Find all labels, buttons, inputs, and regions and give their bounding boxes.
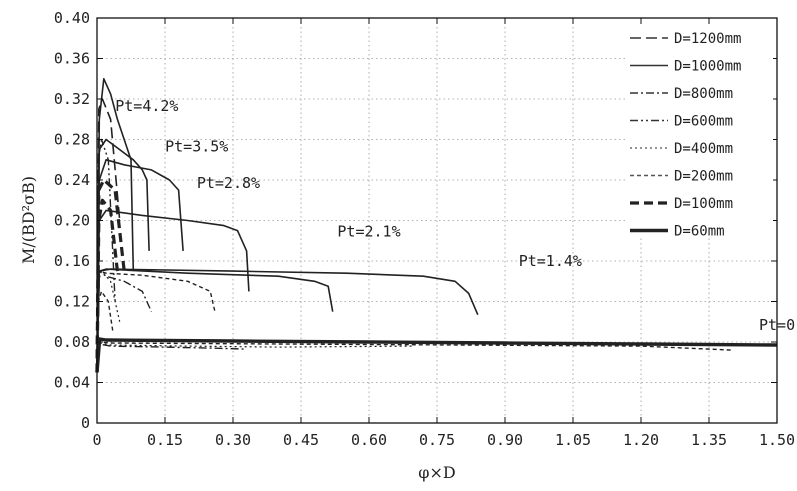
legend-label: D=1200mm [674,31,741,47]
legend-label: D=60mm [674,224,725,240]
y-axis-title: M/(BD²σB) [19,176,38,264]
legend-label: D=400mm [674,141,733,157]
series-line [96,343,247,373]
legend-label: D=200mm [674,169,733,185]
y-tick-label: 0.28 [54,131,90,149]
legend-label: D=1000mm [674,59,741,75]
series-line [95,337,778,373]
legend-label: D=100mm [674,196,733,212]
pt-annotation: Pt=2.1% [337,223,400,241]
series-line [96,268,479,373]
series-line [96,270,121,373]
x-tick-label: 0.30 [215,431,251,449]
x-tick-label: 0.75 [419,431,455,449]
y-tick-label: 0.32 [54,90,90,108]
x-tick-label: 0.45 [283,431,319,449]
pt-annotation: Pt=4.2% [115,97,178,115]
legend-label: D=800mm [674,86,733,102]
x-tick-label: 0 [92,431,101,449]
pt-annotation: Pt=1.4% [519,252,582,270]
x-tick-label: 1.20 [623,431,659,449]
legend: D=1200mm D=1000mm D=800mm D=600mm D=400mm D=2… [625,25,773,240]
y-tick-label: 0.12 [54,293,90,311]
y-tick-label: 0.24 [54,171,90,189]
x-tick-label: 1.50 [759,431,795,449]
y-tick-label: 0 [81,414,90,432]
tick-labels: 0 0.15 0.30 0.45 0.60 0.75 0.90 1.05 1.20 1.35 1.5… [54,9,795,449]
x-tick-label: 0.60 [351,431,387,449]
series-line [96,209,250,373]
y-tick-label: 0.04 [54,374,90,392]
x-axis-title: φ×D [418,463,455,482]
series-line [96,342,415,373]
y-tick-label: 0.40 [54,9,90,27]
series-layer [95,78,778,373]
annotations: Pt=4.2% Pt=3.5% Pt=2.8% Pt=2.1% Pt=1.4% Pt=0.… [115,97,797,334]
y-tick-label: 0.16 [54,252,90,270]
x-tick-label: 1.05 [555,431,591,449]
pt-annotation: Pt=0.7% [759,316,797,334]
x-tick-label: 0.90 [487,431,523,449]
y-tick-label: 0.20 [54,212,90,230]
pt-annotation: Pt=3.5% [165,138,228,156]
series-line [96,138,150,373]
y-tick-label: 0.36 [54,50,90,68]
x-tick-label: 0.15 [147,431,183,449]
x-tick-label: 1.35 [691,431,727,449]
y-tick-label: 0.08 [54,333,90,351]
legend-label: D=600mm [674,114,733,130]
pt-annotation: Pt=2.8% [197,174,260,192]
series-line [96,159,184,373]
ticks [96,17,778,424]
